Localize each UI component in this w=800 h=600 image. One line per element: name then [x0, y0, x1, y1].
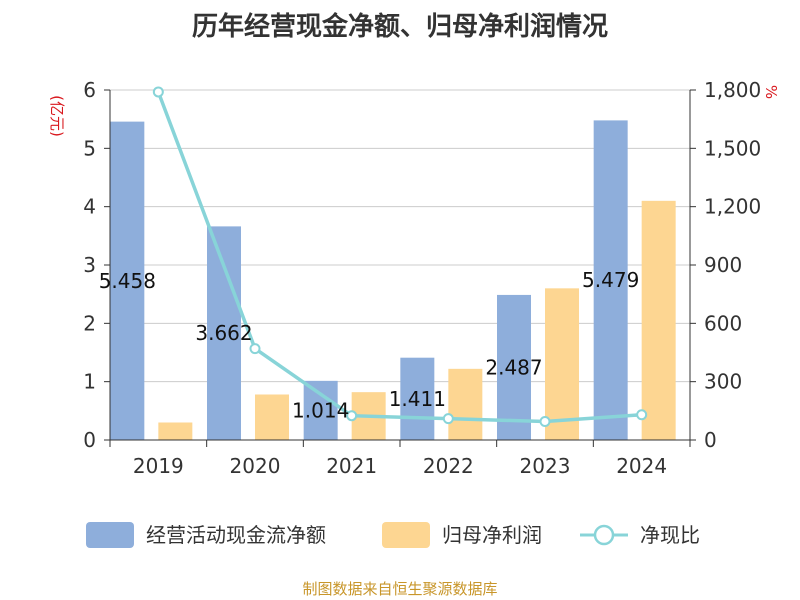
data-labels: 5.458 3.662 1.014 1.411 2.487 5.479	[99, 268, 640, 422]
right-tick-label: 300	[704, 370, 742, 394]
x-tick-label: 2024	[616, 454, 667, 478]
legend: 经营活动现金流净额 归母净利润 净现比	[86, 522, 700, 548]
left-tick-label: 4	[83, 195, 96, 219]
data-label: 5.479	[582, 268, 639, 292]
ratio-point	[539, 416, 551, 428]
bar-profit	[448, 368, 483, 440]
left-axis-unit: (亿元)	[48, 95, 66, 137]
ratio-point	[249, 343, 261, 355]
bar-profit	[641, 200, 676, 440]
axes: 0 1 2 3 4 5 6 0 300 600 900 1,200 1,500 1,800 2019 2020…	[48, 78, 780, 478]
ratio-point	[152, 86, 164, 98]
chart-title: 历年经营现金净额、归母净利润情况	[191, 12, 608, 42]
left-tick-label: 5	[83, 136, 96, 160]
bar-profit	[158, 422, 193, 440]
legend-label: 净现比	[640, 523, 700, 547]
right-tick-label: 1,200	[704, 195, 761, 219]
x-tick-label: 2020	[230, 454, 281, 478]
bar-cashflow	[400, 357, 435, 440]
legend-swatch	[382, 522, 430, 548]
left-tick-label: 3	[83, 253, 96, 277]
left-tick-label: 1	[83, 370, 96, 394]
ratio-point	[442, 413, 454, 425]
legend-swatch	[86, 522, 134, 548]
bar-cashflow	[303, 380, 338, 440]
source-note: 制图数据来自恒生聚源数据库	[302, 580, 498, 598]
right-tick-label: 1,500	[704, 136, 761, 160]
ratio-line-path	[156, 91, 642, 424]
x-tick-label: 2022	[423, 454, 474, 478]
ratio-line	[152, 86, 648, 428]
bars	[110, 120, 676, 441]
right-tick-label: 900	[704, 253, 742, 277]
bar-profit	[255, 394, 289, 440]
bar-profit	[545, 288, 579, 440]
right-tick-label: 0	[704, 428, 717, 452]
legend-label: 经营活动现金流净额	[146, 523, 326, 547]
bar-cashflow	[110, 121, 145, 440]
x-tick-label: 2021	[326, 454, 377, 478]
data-label: 1.014	[292, 398, 349, 422]
right-axis-unit: %	[762, 85, 780, 99]
ratio-point	[636, 409, 648, 421]
right-tick-label: 1,800	[704, 78, 761, 102]
left-tick-label: 0	[83, 428, 96, 452]
legend-label: 归母净利润	[442, 523, 542, 547]
data-label: 3.662	[195, 321, 252, 345]
x-tick-label: 2023	[520, 454, 571, 478]
bar-cashflow	[593, 120, 628, 441]
left-tick-label: 6	[83, 78, 96, 102]
data-label: 5.458	[99, 269, 156, 293]
right-tick-label: 600	[704, 311, 742, 335]
left-tick-label: 2	[83, 311, 96, 335]
legend-marker	[593, 524, 615, 546]
data-label: 2.487	[485, 355, 542, 379]
bar-cashflow	[497, 294, 531, 440]
x-tick-label: 2019	[133, 454, 184, 478]
data-label: 1.411	[389, 387, 446, 411]
ratio-point	[346, 410, 358, 422]
